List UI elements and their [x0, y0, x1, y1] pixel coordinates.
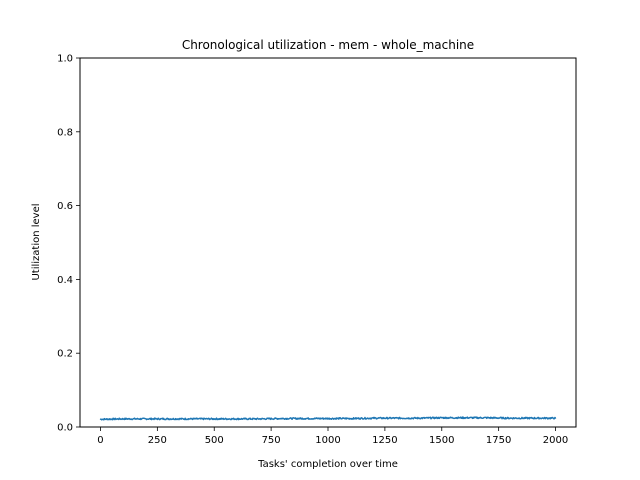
y-tick-label: 0.8 [57, 127, 73, 138]
x-tick-label: 1500 [429, 435, 454, 446]
x-tick-label: 1250 [372, 435, 397, 446]
data-point [486, 417, 488, 419]
data-point [372, 417, 375, 419]
data-point [304, 417, 306, 420]
x-tick-label: 250 [148, 435, 167, 446]
x-axis-label: Tasks' completion over time [257, 459, 398, 470]
y-tick-label: 0.6 [57, 201, 73, 212]
y-axis: 0.0 0.2 0.4 0.6 0.8 1.0 [57, 54, 80, 434]
data-point [350, 417, 352, 420]
data-point [441, 417, 443, 419]
series-layer [99, 416, 557, 421]
data-point [554, 417, 557, 419]
x-tick-label: 500 [205, 435, 224, 446]
x-axis: 0 250 500 750 1000 1250 1500 1750 2000 [97, 427, 568, 446]
y-tick-label: 0.4 [57, 275, 73, 286]
data-point [509, 417, 511, 419]
data-point [190, 418, 193, 420]
data-point [236, 418, 238, 420]
y-axis-label: Utilization level [31, 203, 42, 280]
data-point [418, 417, 420, 419]
data-point [532, 417, 534, 419]
x-tick-label: 750 [262, 435, 281, 446]
x-tick-label: 0 [97, 435, 103, 446]
y-tick-label: 0.0 [57, 423, 73, 434]
data-point [259, 418, 261, 420]
data-point [213, 418, 215, 420]
data-point [281, 417, 284, 420]
data-point [463, 417, 466, 419]
x-tick-label: 2000 [543, 435, 568, 446]
x-tick-label: 1000 [315, 435, 340, 446]
y-tick-label: 0.2 [57, 349, 73, 360]
y-tick-label: 1.0 [57, 54, 73, 65]
data-point [395, 417, 397, 419]
chart-title: Chronological utilization - mem - whole_… [182, 38, 474, 52]
data-point [327, 417, 329, 420]
data-point [145, 418, 147, 420]
data-point [168, 418, 170, 420]
data-point [122, 418, 124, 420]
x-tick-label: 1750 [486, 435, 511, 446]
data-point [99, 418, 102, 420]
